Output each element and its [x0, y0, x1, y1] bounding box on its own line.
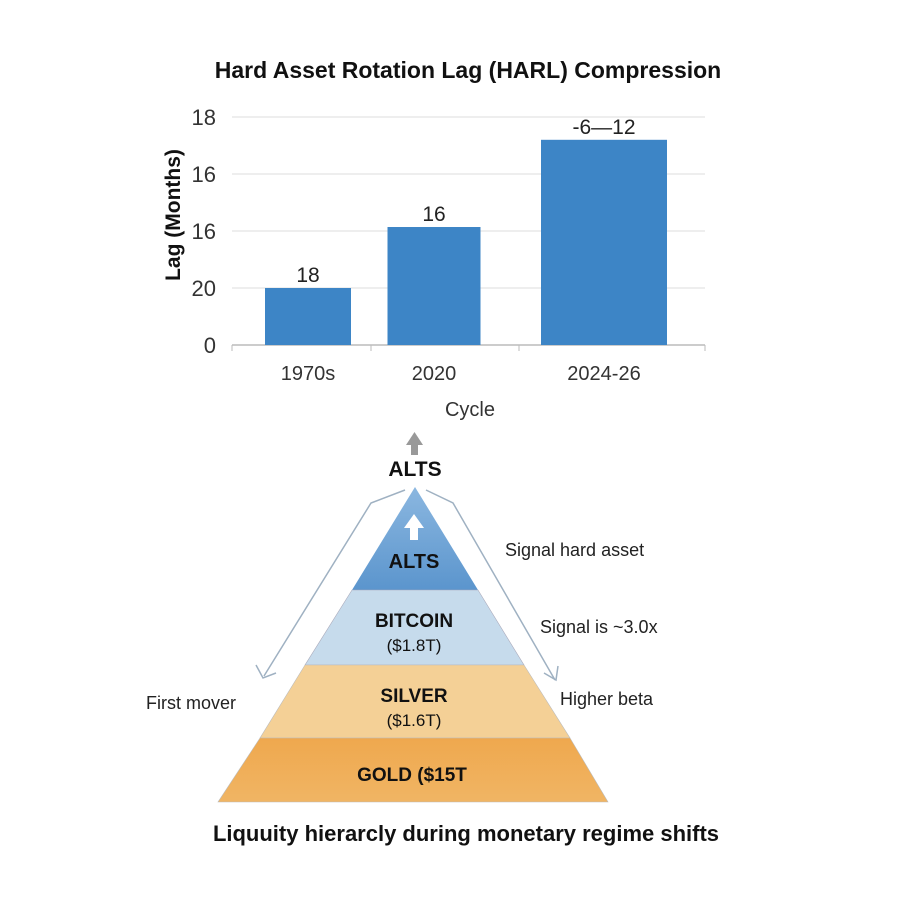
- layer-label-bitcoin: BITCOIN: [375, 611, 453, 632]
- bar-2020: [387, 227, 481, 345]
- up-arrow-icon: [406, 432, 423, 455]
- x-tick-label: 2024-26: [567, 363, 640, 385]
- annotation-first-mover: First mover: [146, 693, 236, 713]
- data-label: 16: [422, 203, 445, 226]
- data-label: -6—12: [572, 116, 635, 139]
- bar-2024-26: [541, 139, 667, 345]
- y-tick-label: 16: [192, 219, 216, 244]
- chart-title: Hard Asset Rotation Lag (HARL) Compressi…: [215, 57, 721, 83]
- y-axis-label: Lag (Months): [162, 149, 185, 281]
- annotation-higher-beta: Higher beta: [560, 689, 654, 709]
- y-tick-labels: 0 20 16 16 18: [192, 105, 216, 358]
- annotation-signal-hard-asset: Signal hard asset: [505, 540, 644, 560]
- left-arrow-line: [263, 489, 406, 677]
- right-arrow-line: [425, 489, 556, 681]
- y-tick-label: 0: [204, 333, 216, 358]
- layer-label-silver: SILVER: [380, 686, 447, 707]
- bars: 18 16 -6—12: [265, 116, 667, 345]
- y-tick-label: 20: [192, 276, 216, 301]
- layer-value-silver: ($1.6T): [387, 711, 442, 730]
- y-tick-label: 18: [192, 105, 216, 130]
- layer-value-bitcoin: ($1.8T): [387, 636, 442, 655]
- x-axis-label: Cycle: [445, 399, 495, 421]
- x-tick-labels: 1970s 2020 2024-26: [231, 345, 706, 385]
- x-tick-label: 2020: [412, 363, 457, 385]
- annotation-signal-ratio: Signal is ~3.0x: [540, 617, 658, 637]
- white-up-arrow-icon: [404, 514, 424, 540]
- y-tick-label: 16: [192, 162, 216, 187]
- side-arrows: [255, 489, 559, 682]
- data-label: 18: [296, 264, 319, 287]
- layer-label-gold: GOLD ($15T: [357, 765, 467, 786]
- top-label: ALTS: [388, 458, 441, 481]
- left-arrow-head-icon: [255, 664, 277, 679]
- right-arrow-head-icon: [543, 665, 559, 682]
- diagram-caption: Liquuity hierarcly during monetary regim…: [213, 821, 719, 846]
- layer-gold: [217, 737, 609, 803]
- layer-label-alts: ALTS: [389, 551, 440, 573]
- x-tick-label: 1970s: [281, 363, 336, 385]
- bar-1970s: [265, 288, 351, 345]
